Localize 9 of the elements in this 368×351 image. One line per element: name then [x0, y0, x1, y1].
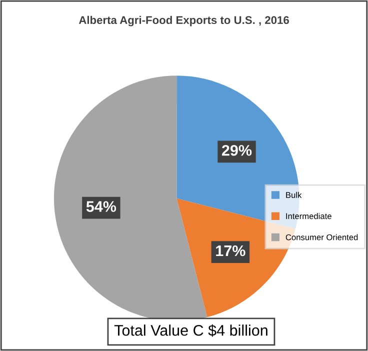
legend-label: Consumer Oriented — [286, 234, 358, 240]
data-label: 54% — [86, 201, 116, 212]
chart-title: Alberta Agri-Food Exports to U.S. , 2016 — [78, 16, 289, 26]
legend-label: Bulk — [286, 192, 302, 198]
data-label: 17% — [216, 245, 246, 256]
text: Total Value C $4 billion — [114, 324, 268, 337]
data-label: 29% — [222, 144, 252, 156]
pie-slice — [54, 76, 208, 321]
legend-label: Intermediate — [286, 212, 332, 220]
